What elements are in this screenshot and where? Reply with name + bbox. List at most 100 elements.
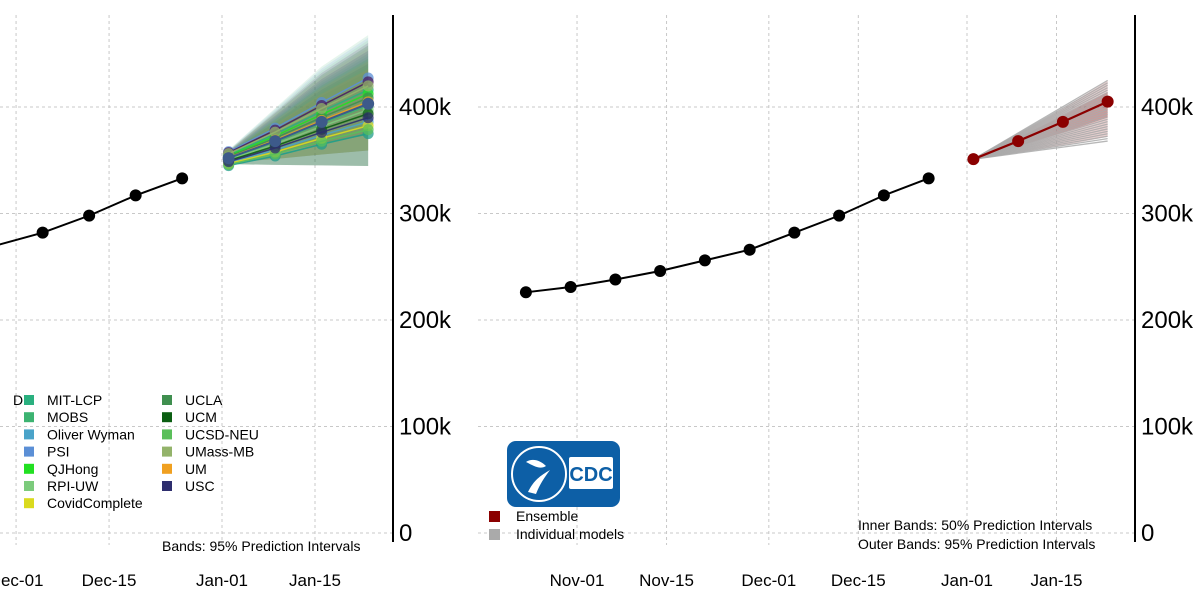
left-model-line-ucla: [228, 97, 369, 158]
left-model-line-oliver-wyman: [228, 120, 369, 164]
right-ytick-0: 0: [1141, 520, 1154, 547]
left-model-line-qjhong: [228, 93, 369, 157]
right-ensemble-point-2: [1056, 115, 1069, 128]
right-outer-band-note: Outer Bands: 95% Prediction Intervals: [858, 536, 1095, 552]
left-legend-label-ucm: UCM: [185, 409, 217, 425]
left-legend-label-covidcomplete: CovidComplete: [47, 495, 143, 511]
left-y-tick-labels: 0 100k 200k 300k 400k: [399, 94, 452, 547]
left-ytick-3: 300k: [399, 201, 452, 228]
left-xtick-3: Jan-15: [289, 571, 341, 590]
left-legend-label-um: UM: [185, 461, 207, 477]
left-model-point-14-2: [316, 126, 328, 138]
left-model-line-covidcomplete: [228, 124, 369, 165]
right-xtick-1: Nov-15: [639, 571, 694, 590]
right-legend: Ensemble Individual models: [489, 508, 624, 542]
left-model-line-ua: [228, 81, 369, 154]
left-legend-label-rpi-uw: RPI-UW: [47, 478, 99, 494]
left-model-line-mit-lcp: [228, 89, 369, 156]
left-model-point-11-2: [316, 135, 328, 147]
right-observed-line: [525, 177, 929, 294]
right-ytick-3: 300k: [1141, 201, 1194, 228]
left-legend-label-oliver-wyman: Oliver Wyman: [47, 426, 135, 442]
left-ytick-0: 0: [399, 520, 412, 547]
right-observed-point-4: [698, 254, 711, 267]
right-xtick-2: Dec-01: [741, 571, 796, 590]
left-model-line-usc: [228, 117, 369, 163]
left-model-line-psi: [228, 77, 369, 153]
left-model-point-12-2: [316, 102, 328, 114]
right-observed-point-2: [609, 273, 622, 286]
left-median-point-2: [315, 115, 328, 128]
cdc-wordmark: CDC: [569, 464, 612, 486]
left-median-line: [228, 102, 369, 160]
right-xtick-4: Jan-01: [941, 571, 993, 590]
left-legend-swatch-mit-lcp: [24, 395, 34, 405]
right-xtick-3: Dec-15: [831, 571, 886, 590]
left-legend-label-ucsd-neu: UCSD-NEU: [185, 426, 259, 442]
right-legend-label-individual-models: Individual models: [516, 526, 624, 542]
left-legend-swatch-um: [162, 463, 172, 474]
left-legend-label-mit-lcp: MIT-LCP: [47, 392, 102, 408]
left-band-umass-mb: [228, 48, 369, 162]
left-legend-swatch-ucm: [162, 412, 172, 423]
left-legend-label-umass-mb: UMass-MB: [185, 444, 254, 460]
right-legend-swatch-individual-models: [489, 529, 500, 540]
left-legend-swatch-rpi-uw: [24, 481, 34, 491]
left-legend-label-qjhong: QJHong: [47, 461, 98, 477]
right-observed-point-9: [922, 172, 935, 185]
right-individual-model-line-25: [973, 79, 1108, 160]
right-legend-label-ensemble: Ensemble: [516, 508, 578, 524]
left-model-point-11-3: [362, 124, 374, 136]
left-model-line-umass-mb: [228, 85, 369, 155]
left-band-note: Bands: 95% Prediction Intervals: [162, 538, 360, 554]
right-observed-point-6: [788, 226, 801, 239]
left-legend-label-ucla: UCLA: [185, 392, 223, 408]
right-observed-point-7: [833, 209, 846, 222]
left-model-point-12-1: [269, 126, 281, 138]
left-model-point-12-3: [362, 80, 374, 92]
left-legend-swatch-ucla: [162, 395, 172, 405]
left-legend-swatch-ucsd-neu: [162, 429, 172, 440]
left-ytick-2: 200k: [399, 307, 452, 334]
left-band-rpi-uw: [228, 40, 369, 162]
left-legend-label-usc: USC: [185, 478, 215, 494]
left-legend-swatch-mobs: [24, 412, 34, 423]
left-legend-label-psi: PSI: [47, 444, 70, 460]
hhs-seal-icon: [511, 446, 567, 502]
right-ensemble-line: [972, 100, 1109, 161]
left-median-point-1: [269, 135, 282, 148]
right-inner-band-note: Inner Bands: 50% Prediction Intervals: [858, 517, 1092, 533]
right-observed-point-3: [654, 265, 667, 278]
left-legend-label-mobs: MOBS: [47, 409, 88, 425]
right-ensemble-point-1: [1012, 135, 1025, 148]
right-chart-marks: [519, 79, 1114, 299]
hhs-eagle-icon: [526, 459, 550, 494]
right-xtick-5: Jan-15: [1031, 571, 1083, 590]
right-ytick-1: 100k: [1141, 414, 1194, 441]
left-observed-line: [0, 177, 183, 246]
left-legend-swatch-psi: [24, 446, 34, 457]
left-chart-gridlines: [0, 15, 393, 545]
left-xtick-0: Dec-01: [0, 571, 43, 590]
left-x-tick-labels: Dec-01 Dec-15 Jan-01 Jan-15: [0, 571, 341, 590]
right-legend-swatch-ensemble: [489, 511, 500, 522]
right-observed-point-8: [877, 189, 890, 202]
right-ensemble-point-0: [967, 153, 980, 166]
right-observed-point-5: [743, 243, 756, 256]
left-legend-swatch-usc: [162, 481, 172, 491]
left-xtick-2: Jan-01: [196, 571, 248, 590]
left-median-point-3: [362, 97, 375, 110]
left-observed-point-2: [36, 226, 49, 239]
cdc-logo: CDC: [507, 441, 620, 507]
left-model-line-rpi-uw: [228, 109, 369, 161]
left-observed-point-3: [83, 209, 96, 222]
cdc-wordmark-box: [569, 457, 613, 489]
right-chart-gridlines: [478, 15, 1135, 545]
left-ytick-1: 100k: [399, 414, 452, 441]
right-ytick-4: 400k: [1141, 94, 1194, 121]
right-ensemble-point-3: [1101, 95, 1114, 108]
right-xtick-0: Nov-01: [550, 571, 605, 590]
right-observed-point-1: [564, 280, 577, 293]
